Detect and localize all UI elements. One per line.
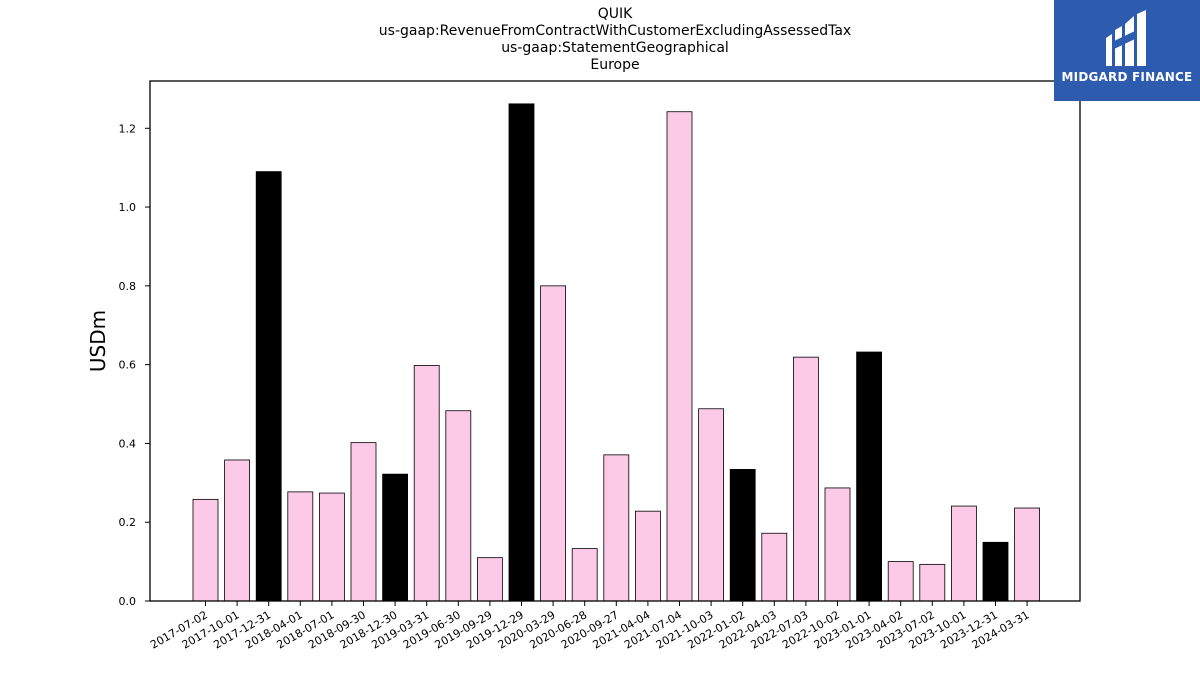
bar-2022-04-03	[761, 532, 788, 602]
chart-title-line-member: Europe	[590, 57, 640, 73]
bar-2020-09-27	[603, 454, 630, 602]
y-tick-label: 0.8	[119, 280, 137, 293]
bar-2019-12-29	[508, 103, 535, 602]
y-axis: 0.0 0.2 0.4 0.6 0.8 1.0 1.2	[119, 122, 150, 608]
bar-2019-06-30	[445, 410, 472, 602]
bar-2023-10-01	[951, 505, 977, 602]
bar-2020-06-28	[571, 548, 598, 602]
chart-title-line-axis: us-gaap:StatementGeographical	[501, 40, 729, 56]
y-tick-label: 0.4	[119, 437, 137, 450]
bar-2019-03-31	[413, 365, 440, 602]
bar-2022-10-02	[824, 487, 851, 602]
bar-2018-09-30	[350, 442, 377, 602]
bar-2018-07-01	[318, 492, 345, 602]
x-axis: 2017-07-022017-10-012017-12-312018-04-01…	[148, 601, 1032, 652]
chart-title: QUIK us-gaap:RevenueFromContractWithCust…	[150, 6, 1080, 74]
bar-2023-12-31	[982, 541, 1009, 602]
plot-frame	[149, 80, 1081, 602]
y-tick-label: 1.2	[119, 122, 137, 135]
bars-group	[192, 103, 1040, 602]
logo-text: MIDGARD FINANCE	[1061, 70, 1193, 84]
bar-2017-10-01	[224, 459, 251, 602]
midgard-finance-logo: MIDGARD FINANCE	[1054, 0, 1200, 101]
bar-2020-03-29	[540, 285, 566, 602]
bar-2023-04-02	[887, 561, 914, 602]
bar-2021-04-04	[635, 510, 661, 602]
bar-2024-03-31	[1014, 507, 1040, 602]
bar-2018-04-01	[287, 491, 314, 602]
y-tick-label: 1.0	[119, 201, 137, 214]
bar-2017-12-31	[255, 171, 282, 602]
y-axis-label: USDm	[86, 310, 110, 372]
bar-2023-07-02	[919, 563, 946, 602]
bar-2019-09-29	[476, 557, 503, 602]
y-tick-label: 0.2	[119, 516, 137, 529]
bar-2018-12-30	[382, 473, 409, 602]
chart-title-line-ticker: QUIK	[597, 6, 633, 22]
bar-2023-01-01	[856, 351, 882, 602]
y-tick-label: 0.6	[119, 359, 137, 372]
bar-2022-07-03	[793, 356, 819, 602]
midgard-logo-icon	[1106, 10, 1146, 66]
y-tick-label: 0.0	[119, 595, 137, 608]
bar-2021-07-04	[666, 111, 693, 602]
bar-2017-07-02	[192, 498, 219, 602]
bar-2022-01-02	[729, 469, 756, 602]
bar-2021-10-03	[698, 408, 724, 602]
chart-title-line-concept: us-gaap:RevenueFromContractWithCustomerE…	[378, 23, 852, 39]
